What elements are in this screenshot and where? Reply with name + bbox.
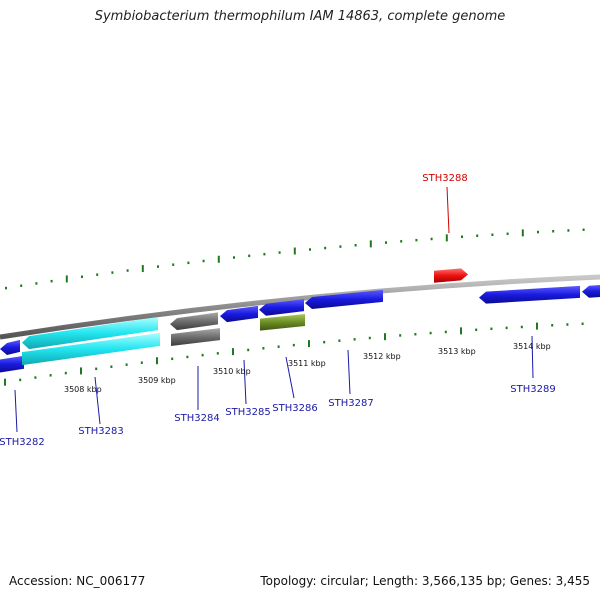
gene-feature[interactable] — [171, 328, 220, 346]
gene-label[interactable]: STH3283 — [78, 426, 123, 437]
accession-label: Accession: NC_006177 — [9, 574, 146, 588]
genome-backbone — [0, 274, 600, 340]
gene-leader-line — [243, 359, 247, 405]
gene-labels-layer: STH3282 STH3283 STH3284 STH3285 STH3286 STH32… — [0, 173, 556, 448]
gene-label[interactable]: STH3288 — [422, 173, 467, 184]
gene-leader-line — [285, 356, 295, 399]
gene-label[interactable]: STH3282 — [0, 437, 45, 448]
map-title: Symbiobacterium thermophilum IAM 14863, … — [94, 9, 506, 24]
gene-label[interactable]: STH3287 — [328, 398, 373, 409]
gene-label[interactable]: STH3289 — [510, 384, 555, 395]
gene-feature[interactable] — [0, 339, 20, 355]
tick-label: 3512 kbp — [363, 352, 401, 361]
gene-feature[interactable] — [434, 268, 468, 283]
gene-feature[interactable] — [22, 317, 158, 350]
tick-label: 3514 kbp — [513, 342, 551, 351]
tick-label: 3508 kbp — [64, 385, 102, 394]
gene-feature[interactable] — [260, 314, 305, 331]
gene-feature[interactable] — [259, 299, 304, 316]
gene-feature[interactable] — [170, 312, 218, 331]
gene-feature[interactable] — [220, 305, 258, 323]
genome-summary: Topology: circular; Length: 3,566,135 bp… — [260, 574, 590, 588]
gene-label[interactable]: STH3284 — [174, 413, 219, 424]
gene-leader-line — [347, 349, 351, 395]
gene-leader-line — [14, 389, 18, 433]
inner-tick-marks — [4, 322, 584, 386]
tick-label: 3511 kbp — [288, 359, 326, 368]
gene-feature[interactable] — [479, 285, 580, 304]
gene-feature[interactable] — [22, 332, 160, 366]
outer-tick-marks — [5, 228, 585, 290]
tick-labels-layer: 3508 kbp 3509 kbp 3510 kbp 3511 kbp 3512 kbp… — [64, 342, 551, 394]
genes-layer — [0, 268, 600, 373]
gene-label[interactable]: STH3285 — [225, 407, 270, 418]
gene-leader-line — [446, 186, 450, 234]
gene-feature[interactable] — [582, 285, 600, 298]
gene-label[interactable]: STH3286 — [272, 403, 317, 414]
gene-feature[interactable] — [0, 355, 24, 373]
tick-label: 3510 kbp — [213, 367, 251, 376]
gene-leader-line — [94, 376, 101, 425]
tick-label: 3513 kbp — [438, 347, 476, 356]
gene-feature[interactable] — [305, 289, 383, 310]
gene-leader-line — [531, 335, 534, 379]
tick-label: 3509 kbp — [138, 376, 176, 385]
